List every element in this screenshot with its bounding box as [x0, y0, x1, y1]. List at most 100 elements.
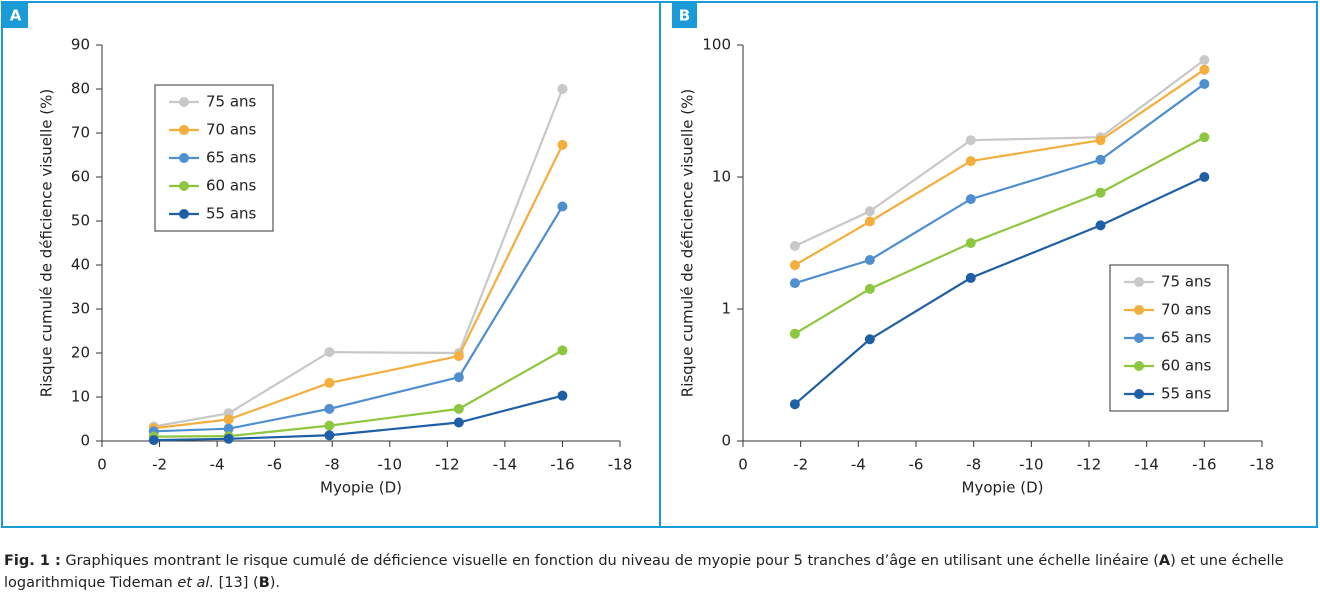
point — [789, 278, 800, 289]
point — [324, 347, 335, 358]
legend-label: 75 ans — [1161, 273, 1212, 291]
legend-label: 75 ans — [206, 93, 257, 111]
point — [864, 255, 875, 266]
caption-label: Fig. 1 : — [4, 553, 61, 569]
panel-label: A — [10, 7, 22, 25]
x-tick-label: -18 — [608, 456, 633, 474]
series-line — [153, 349, 563, 438]
x-tick-label: -4 — [210, 456, 225, 474]
point — [1199, 78, 1210, 89]
legend-marker — [179, 97, 189, 107]
x-tick-label: -10 — [378, 456, 403, 474]
y-tick-label: 90 — [71, 36, 90, 54]
x-tick-label: -8 — [325, 456, 340, 474]
x-tick-label: -6 — [909, 456, 924, 474]
caption-text: [13] ( — [214, 575, 259, 591]
legend-marker — [1134, 277, 1144, 287]
point — [557, 345, 568, 356]
point — [789, 241, 800, 252]
point — [965, 135, 976, 146]
caption-text: Graphiques montrant le risque cumulé de … — [60, 553, 1159, 569]
point — [965, 194, 976, 205]
point — [223, 433, 234, 444]
legend-marker — [1134, 333, 1144, 343]
point — [324, 420, 335, 431]
point — [453, 403, 464, 414]
x-tick-label: -14 — [1134, 456, 1159, 474]
point — [453, 372, 464, 383]
legend-marker — [179, 125, 189, 135]
x-tick-label: -8 — [966, 456, 981, 474]
point — [453, 417, 464, 428]
y-tick-label: 100 — [702, 36, 731, 54]
caption: Fig. 1 : Graphiques montrant le risque c… — [4, 550, 1318, 594]
x-tick-label: -16 — [1192, 456, 1217, 474]
y-tick-label: 10 — [71, 388, 90, 406]
legend-label: 65 ans — [206, 149, 257, 167]
point — [1095, 135, 1106, 146]
x-tick-label: 0 — [738, 456, 748, 474]
legend-label: 55 ans — [206, 205, 257, 223]
series-line — [153, 205, 564, 433]
y-tick-label: 70 — [71, 124, 90, 142]
legend-label: 70 ans — [1161, 301, 1212, 319]
legend-marker — [1134, 389, 1144, 399]
point — [1199, 64, 1210, 75]
legend-marker — [179, 181, 189, 191]
panel-badge — [3, 3, 28, 28]
legend-marker — [179, 209, 189, 219]
point — [965, 272, 976, 283]
legend-marker — [1134, 361, 1144, 371]
point — [965, 156, 976, 167]
legend-label: 60 ans — [206, 177, 257, 195]
point — [557, 201, 568, 212]
point — [1199, 132, 1210, 143]
legend-marker — [179, 153, 189, 163]
y-tick-label: 0 — [721, 432, 731, 450]
point — [453, 351, 464, 362]
point — [1199, 172, 1210, 182]
point — [864, 334, 875, 345]
legend-marker — [1134, 305, 1144, 315]
x-tick-label: -6 — [267, 456, 282, 474]
x-tick-label: -10 — [1019, 456, 1044, 474]
series-line — [794, 83, 1205, 285]
point — [1199, 54, 1210, 65]
panel-badge — [672, 3, 697, 28]
point — [789, 399, 800, 410]
y-tick-label: 60 — [71, 168, 90, 186]
x-tick-label: -2 — [793, 456, 808, 474]
caption-ref: A — [1158, 553, 1171, 569]
legend-label: 65 ans — [1161, 329, 1212, 347]
point — [148, 435, 159, 446]
point — [864, 216, 875, 227]
x-tick-label: -12 — [1077, 456, 1102, 474]
point — [223, 414, 234, 425]
caption-ref: B — [258, 575, 270, 591]
point — [324, 377, 335, 388]
point — [557, 139, 568, 150]
x-tick-label: -4 — [851, 456, 866, 474]
point — [864, 206, 875, 217]
y-axis-title: Risque cumulé de déficience visuelle (%) — [38, 89, 56, 397]
point — [1095, 154, 1106, 165]
legend-label: 60 ans — [1161, 357, 1212, 375]
y-tick-label: 40 — [71, 256, 90, 274]
y-tick-label: 20 — [71, 344, 90, 362]
x-tick-label: -12 — [435, 456, 460, 474]
caption-italic: et al. — [177, 575, 215, 591]
point — [1095, 187, 1106, 198]
point — [223, 423, 234, 434]
y-tick-label: 10 — [712, 168, 731, 186]
series-line — [794, 68, 1205, 267]
legend-label: 70 ans — [206, 121, 257, 139]
x-tick-label: 0 — [97, 456, 107, 474]
caption-text: ) et une échelle logarithmique Tideman — [4, 553, 1284, 591]
point — [789, 260, 800, 271]
panel-label: B — [679, 7, 690, 25]
point — [1095, 220, 1106, 231]
point — [965, 238, 976, 249]
legend-label: 55 ans — [1161, 385, 1212, 403]
x-axis-title: Myopie (D) — [320, 479, 402, 497]
